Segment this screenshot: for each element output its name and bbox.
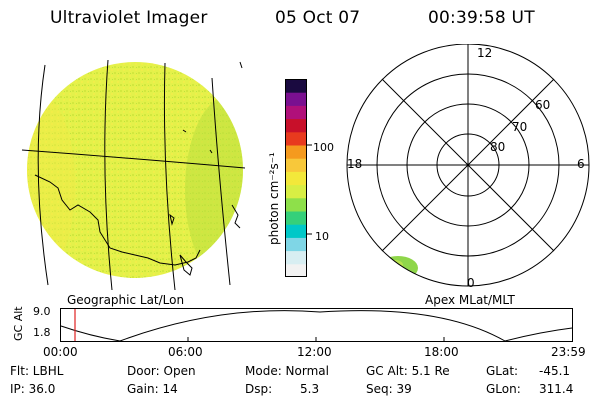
colorbar-band — [285, 250, 307, 265]
mode-info: Mode: Normal — [245, 364, 329, 378]
colorbar-band — [285, 92, 307, 106]
colorbar-band — [285, 263, 307, 277]
altitude-tick-high: 9.0 — [33, 305, 51, 318]
colorbar-band — [285, 145, 307, 159]
auroral-emission-patch — [378, 256, 418, 280]
graticule-grid — [21, 59, 246, 291]
polar-panel-caption: Apex MLat/MLT — [425, 293, 515, 307]
colorbar-band — [285, 211, 307, 225]
mlt-label-12: 12 — [477, 46, 493, 60]
altitude-curve — [60, 310, 573, 342]
time-tick-1200: 12:00 — [297, 345, 332, 359]
mlat-label-60: 60 — [535, 98, 551, 112]
orbit-altitude-plot — [60, 308, 573, 342]
colorbar-tick-100: 100 — [313, 141, 334, 154]
ip-info: IP: 36.0 — [10, 382, 56, 396]
glat-value: -45.1 — [539, 364, 571, 378]
colorbar-ticks — [307, 144, 312, 235]
geographic-image-panel — [21, 59, 246, 291]
colorbar-tick-10: 10 — [315, 230, 329, 243]
colorbar-band — [285, 237, 307, 252]
meridian-line — [163, 62, 176, 291]
filter-info: Flt: LBHL — [10, 364, 64, 378]
glon-value: 311.4 — [539, 382, 574, 396]
observation-date: 05 Oct 07 — [275, 8, 361, 28]
glon-label: GLon: — [486, 382, 521, 396]
observation-time: 00:39:58 UT — [428, 8, 535, 28]
colorbar-band — [285, 224, 307, 238]
mlat-label-70: 70 — [512, 120, 528, 134]
limb-brightening — [185, 95, 243, 278]
meridian-line — [37, 64, 49, 286]
colorbar-band — [285, 184, 307, 199]
coastline — [34, 61, 243, 276]
instrument-title: Ultraviolet Imager — [50, 8, 208, 28]
altitude-tick-low: 1.8 — [33, 326, 51, 339]
colorbar-unit-label: photon cm⁻²s⁻¹ — [267, 152, 281, 245]
altitude-axis-label: GC Alt — [12, 306, 25, 341]
colorbar-frame — [285, 79, 307, 277]
colorbar-band — [285, 131, 307, 146]
time-tick-1800: 18:00 — [424, 345, 459, 359]
gc-alt-info: GC Alt: 5.1 Re — [366, 364, 450, 378]
mlt-label-6: 6 — [577, 157, 585, 171]
mlt-diagonal-line — [381, 78, 555, 252]
mlt-label-0: 0 — [467, 276, 475, 290]
colorbar-band — [285, 158, 307, 172]
colorbar-band — [285, 118, 307, 133]
colorbar-band — [285, 197, 307, 212]
parallel-line — [21, 149, 246, 169]
colorbar-band — [285, 171, 307, 186]
dsp-value: 5.3 — [300, 382, 320, 396]
mlat-label-80: 80 — [490, 140, 506, 154]
meridian-line — [211, 77, 231, 286]
intensity-colorbar — [285, 79, 307, 277]
mlt-label-18: 18 — [347, 157, 363, 171]
geo-panel-caption: Geographic Lat/Lon — [67, 293, 185, 307]
door-info: Door: Open — [127, 364, 196, 378]
colorbar-band — [285, 79, 307, 93]
colorbar-band — [285, 105, 307, 120]
time-tick-0600: 06:00 — [168, 345, 203, 359]
glat-label: GLat: — [486, 364, 519, 378]
dsp-label: Dsp: — [245, 382, 273, 396]
time-tick-0000: 00:00 — [43, 345, 78, 359]
meridian-line — [104, 59, 113, 291]
time-tick-2359: 23:59 — [551, 345, 586, 359]
gain-info: Gain: 14 — [127, 382, 178, 396]
sequence-info: Seq: 39 — [366, 382, 412, 396]
polar-mlat-mlt-panel — [346, 44, 590, 287]
limb-glow — [27, 95, 75, 275]
